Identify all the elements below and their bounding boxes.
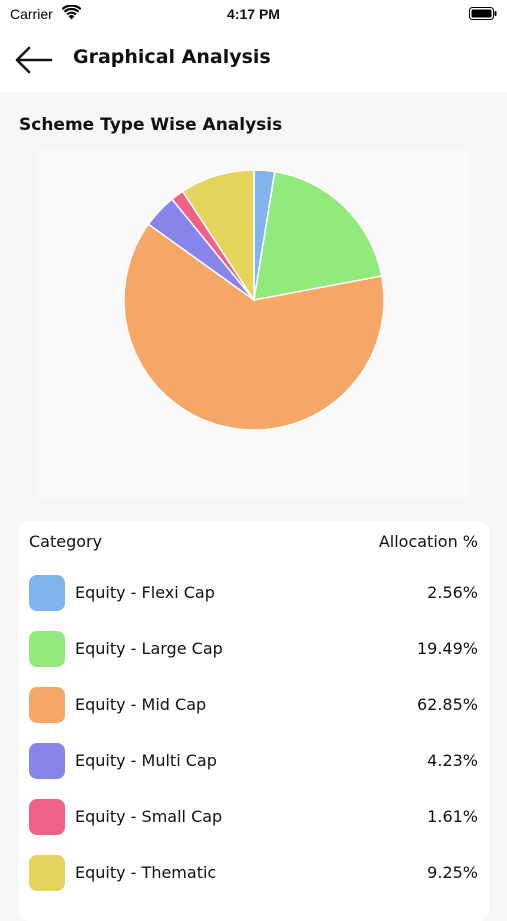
category-label: Equity - Flexi Cap — [75, 583, 215, 602]
nav-bar: Graphical Analysis — [0, 28, 507, 92]
table-header: Category Allocation % — [19, 521, 489, 563]
pie-chart-card — [37, 148, 470, 500]
column-header-category: Category — [29, 532, 103, 551]
arrow-left-icon — [15, 46, 53, 74]
allocation-table: Category Allocation % Equity - Flexi Cap… — [19, 521, 489, 921]
allocation-value: 2.56% — [427, 583, 478, 602]
allocation-value: 19.49% — [416, 639, 478, 658]
category-label: Equity - Multi Cap — [75, 751, 217, 770]
legend-swatch — [29, 743, 65, 779]
back-button[interactable] — [12, 41, 54, 79]
carrier-label: Carrier — [10, 6, 53, 22]
category-label: Equity - Large Cap — [75, 639, 223, 658]
table-row[interactable]: Equity - Mid Cap 62.85% — [19, 687, 489, 743]
legend-swatch — [29, 575, 65, 611]
table-row[interactable]: Equity - Thematic 9.25% — [19, 855, 489, 911]
section-title: Scheme Type Wise Analysis — [19, 115, 283, 135]
battery-icon — [469, 7, 497, 20]
table-row[interactable]: Equity - Small Cap 1.61% — [19, 799, 489, 855]
allocation-value: 4.23% — [427, 751, 478, 770]
table-row[interactable]: Equity - Large Cap 19.49% — [19, 631, 489, 687]
allocation-value: 62.85% — [416, 695, 478, 714]
allocation-value: 9.25% — [427, 863, 478, 882]
pie-chart — [123, 169, 385, 431]
pie-slice-equity-mid-cap[interactable] — [123, 223, 385, 431]
table-row[interactable]: Equity - Multi Cap 4.23% — [19, 743, 489, 799]
category-label: Equity - Small Cap — [75, 807, 223, 826]
category-label: Equity - Mid Cap — [75, 695, 207, 714]
legend-swatch — [29, 631, 65, 667]
status-time: 4:17 PM — [227, 6, 280, 22]
legend-swatch — [29, 799, 65, 835]
status-bar: Carrier 4:17 PM — [0, 0, 507, 28]
category-label: Equity - Thematic — [75, 863, 217, 882]
page-title: Graphical Analysis — [73, 46, 271, 68]
legend-swatch — [29, 855, 65, 891]
pie-slice-equity-thematic[interactable] — [181, 169, 255, 303]
column-header-allocation: Allocation % — [378, 532, 478, 551]
pie-slice-equity-large-cap[interactable] — [253, 170, 383, 301]
legend-swatch — [29, 687, 65, 723]
allocation-value: 1.61% — [427, 807, 478, 826]
table-row[interactable]: Equity - Flexi Cap 2.56% — [19, 575, 489, 631]
wifi-icon — [62, 5, 81, 20]
